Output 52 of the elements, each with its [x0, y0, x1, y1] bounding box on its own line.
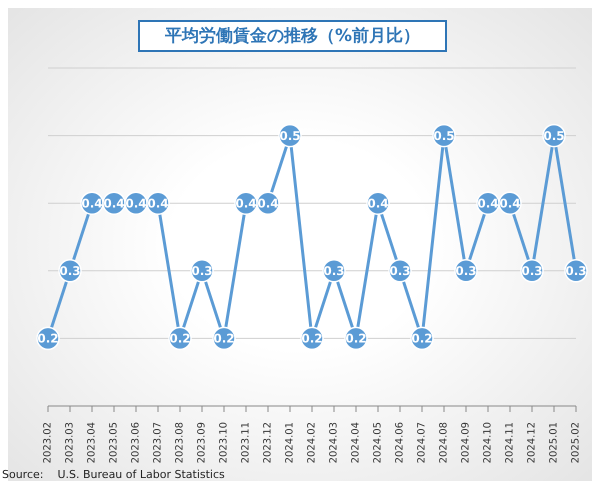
data-label: 0.2: [169, 332, 191, 346]
x-tick-label: 2024.01: [284, 422, 296, 464]
x-tick-label: 2025.01: [548, 422, 560, 464]
data-label: 0.2: [37, 332, 59, 346]
x-tick-label: 2024.12: [526, 422, 538, 464]
x-tick-label: 2023.04: [86, 422, 98, 464]
data-label: 0.5: [433, 128, 455, 143]
data-label: 0.5: [279, 128, 301, 143]
data-label: 0.3: [455, 264, 477, 278]
x-tick-label: 2023.09: [196, 422, 208, 464]
x-tick-label: 2023.11: [240, 422, 252, 464]
source-note: Source: U.S. Bureau of Labor Statistics: [2, 468, 225, 481]
x-tick-label: 2023.08: [174, 422, 186, 464]
data-label: 0.4: [257, 196, 279, 210]
x-tick-label: 2025.02: [570, 422, 582, 464]
x-tick-label: 2023.07: [152, 422, 164, 464]
x-tick-label: 2023.02: [42, 422, 54, 464]
data-label: 0.4: [367, 196, 389, 210]
x-tick-label: 2024.06: [394, 422, 406, 464]
data-label: 0.4: [235, 196, 257, 210]
x-tick-label: 2024.09: [460, 422, 472, 464]
x-tick-label: 2024.05: [372, 422, 384, 464]
data-label: 0.4: [477, 196, 499, 210]
data-label: 0.3: [521, 264, 543, 278]
data-label: 0.3: [565, 264, 587, 278]
data-label: 0.3: [59, 264, 81, 278]
data-label: 0.2: [213, 332, 235, 346]
x-tick-label: 2024.10: [482, 422, 494, 464]
data-label: 0.3: [191, 264, 213, 278]
data-label: 0.4: [103, 196, 125, 210]
data-label: 0.3: [323, 264, 345, 278]
x-tick-label: 2023.03: [64, 422, 76, 464]
data-label: 0.4: [499, 196, 521, 210]
x-tick-label: 2023.06: [130, 422, 142, 464]
x-tick-label: 2023.05: [108, 422, 120, 464]
x-tick-label: 2024.03: [328, 422, 340, 464]
data-label: 0.2: [345, 332, 367, 346]
data-label: 0.4: [81, 196, 103, 210]
data-label: 0.5: [543, 128, 565, 143]
x-tick-label: 2024.08: [438, 422, 450, 464]
x-tick-label: 2024.02: [306, 422, 318, 464]
x-tick-label: 2023.10: [218, 422, 230, 464]
x-tick-label: 2023.12: [262, 422, 274, 464]
x-tick-label: 2024.11: [504, 422, 516, 464]
data-label: 0.4: [125, 196, 147, 210]
data-label: 0.2: [411, 332, 433, 346]
x-tick-label: 2024.07: [416, 422, 428, 464]
data-label: 0.4: [147, 196, 169, 210]
chart-title: 平均労働賃金の推移（%前月比）: [138, 20, 447, 52]
data-label: 0.3: [389, 264, 411, 278]
data-label: 0.2: [301, 332, 323, 346]
x-tick-label: 2024.04: [350, 422, 362, 464]
